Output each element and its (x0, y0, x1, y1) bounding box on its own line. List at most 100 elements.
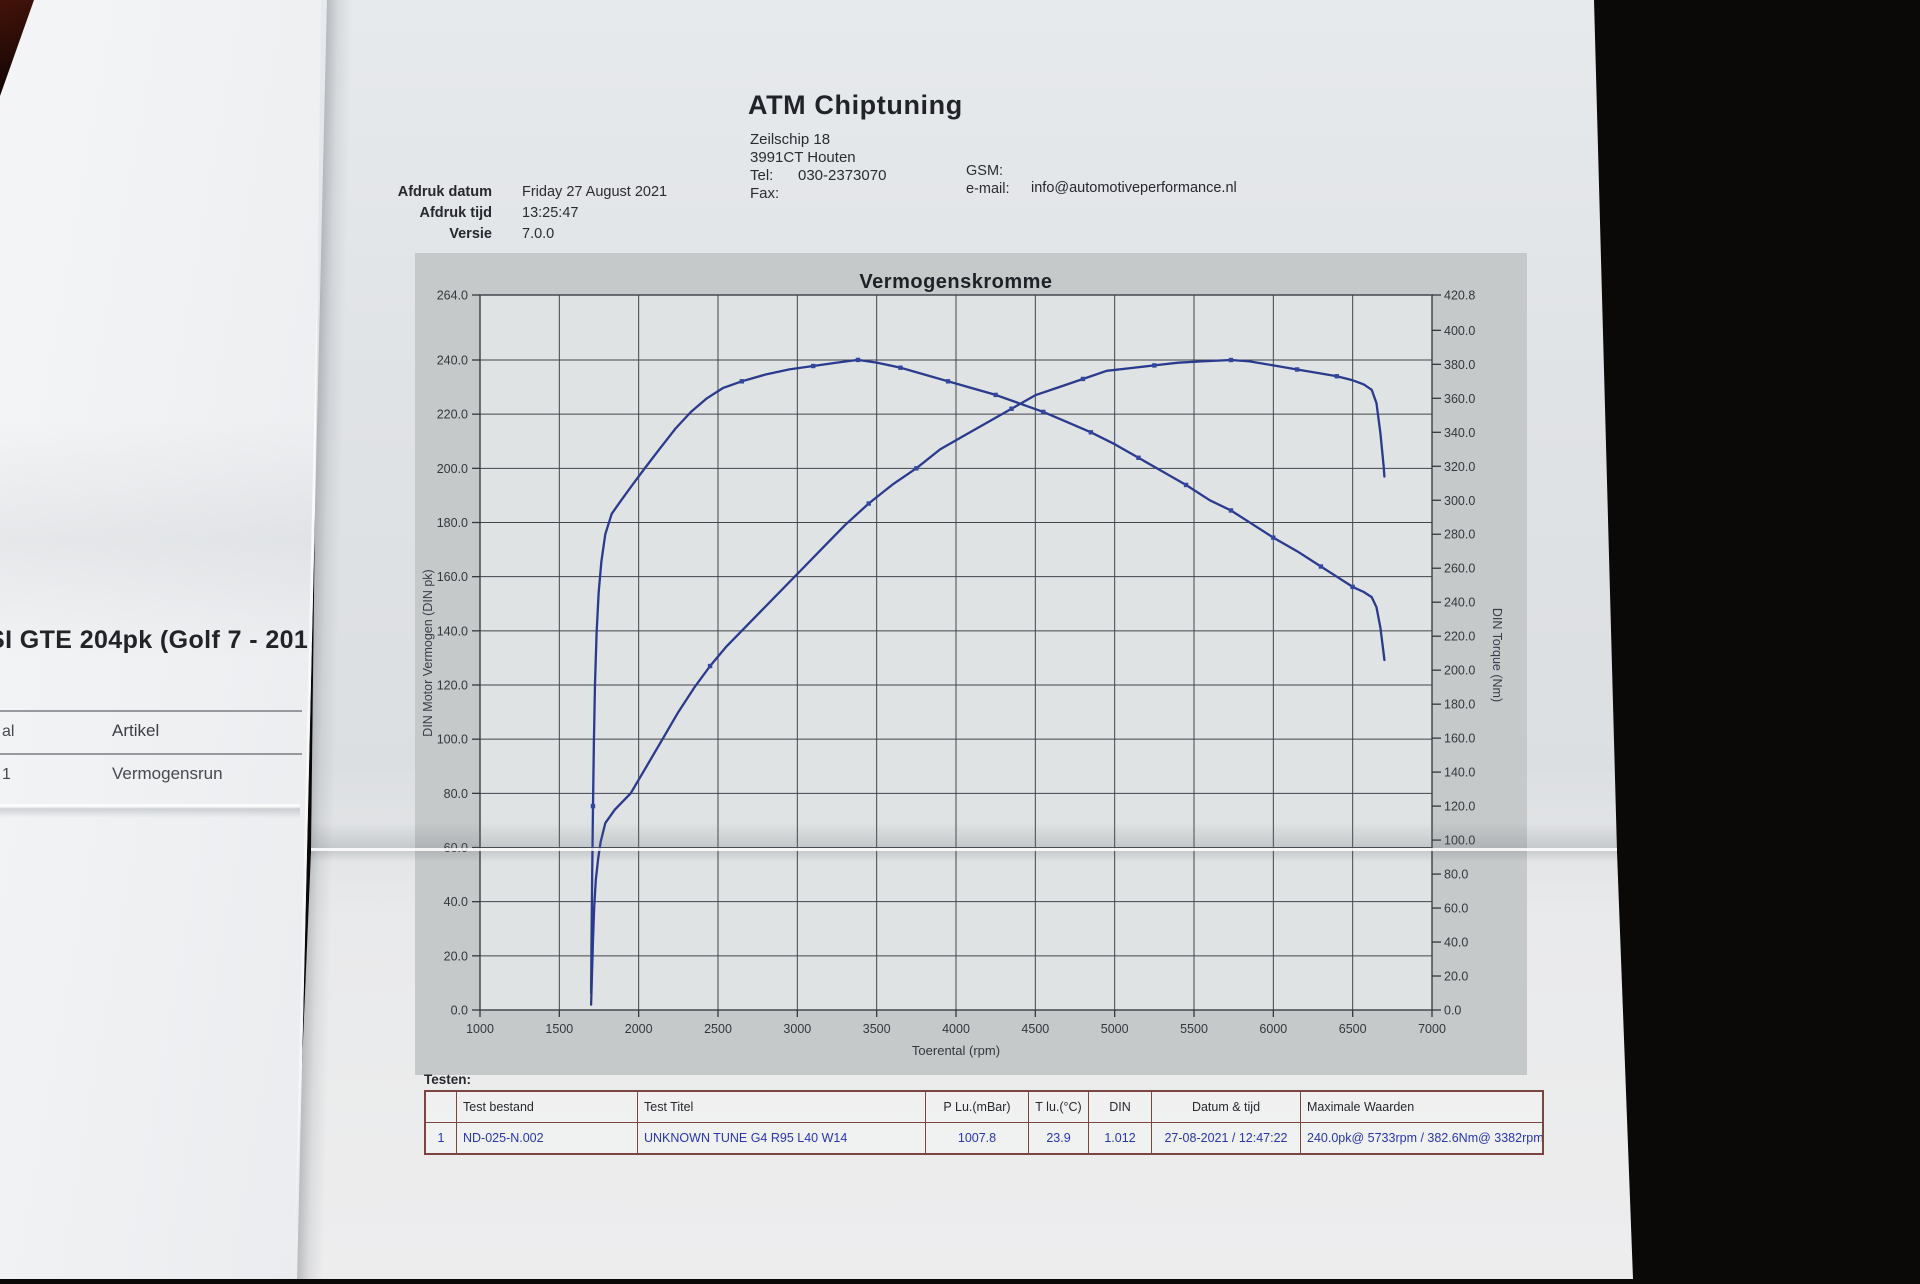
torque-curve-marker (1041, 409, 1046, 415)
x-axis-tick-label: 7000 (1418, 1022, 1446, 1036)
x-axis-tick-label: 6000 (1259, 1022, 1287, 1036)
vehicle-title: SI GTE 204pk (Golf 7 - 2012 (0, 626, 318, 654)
gsm-label: GSM: (966, 163, 1004, 179)
left-axis-title: DIN Motor Vermogen (DIN pk) (421, 569, 435, 736)
x-axis-tick-label: 5000 (1101, 1022, 1129, 1036)
left-axis-tick-label: 40.0 (444, 895, 468, 909)
table-rule-top (0, 710, 302, 712)
artikel-value: Vermogensrun (112, 764, 223, 783)
fax-label: Fax: (750, 185, 780, 202)
torque-curve-marker (855, 357, 861, 363)
x-axis-tick-label: 1000 (466, 1022, 494, 1036)
tests-header-cell (424, 1090, 457, 1123)
fold-crease-shadow (293, 822, 1633, 848)
power-curve-marker (1080, 376, 1086, 382)
right-axis-tick-label: 300.0 (1444, 494, 1475, 508)
company-address-line2: 3991CT Houten (750, 149, 856, 166)
x-axis-tick-label: 2500 (704, 1022, 732, 1036)
left-axis-tick-label: 140.0 (437, 624, 468, 638)
right-axis-tick-label: 360.0 (1444, 392, 1475, 406)
left-axis-tick-label: 100.0 (437, 733, 468, 747)
right-axis-tick-label: 340.0 (1444, 426, 1475, 440)
tests-header-cell: P Lu.(mBar) (925, 1090, 1029, 1123)
tests-data-cell: 1.012 (1088, 1122, 1152, 1155)
tests-header-cell: DIN (1088, 1090, 1152, 1123)
tests-header-cell: Maximale Waarden (1300, 1090, 1544, 1123)
left-axis-tick-label: 200.0 (437, 462, 468, 476)
right-axis-tick-label: 0.0 (1444, 1004, 1461, 1018)
company-address-line1: Zeilschip 18 (750, 131, 831, 148)
right-axis-tick-label: 40.0 (1444, 936, 1468, 950)
x-axis-tick-label: 3500 (863, 1022, 891, 1036)
tests-header-cell: Test Titel (637, 1090, 926, 1123)
right-axis-tick-label: 380.0 (1444, 358, 1475, 372)
torque-curve-marker (739, 379, 744, 384)
torque-curve-marker (1136, 455, 1141, 460)
company-phone: Tel: 030-2373070 (750, 167, 886, 184)
torque-curve-marker (1183, 482, 1189, 488)
torque-curve-marker (1088, 430, 1094, 435)
right-axis-tick-label: 200.0 (1444, 664, 1475, 678)
torque-curve-marker (898, 365, 903, 370)
x-axis-tick-label: 3000 (783, 1022, 811, 1036)
power-curve-marker (1334, 374, 1339, 379)
tel-value: 030-2373070 (798, 167, 887, 184)
company-name: ATM Chiptuning (748, 90, 963, 120)
power-curve-marker (1009, 406, 1014, 411)
torque-curve-marker (590, 803, 596, 809)
right-axis-tick-label: 160.0 (1444, 732, 1475, 746)
left-paper-shading (0, 420, 327, 660)
tests-data-cell: 27-08-2021 / 12:47:22 (1151, 1122, 1301, 1155)
right-axis-tick-label: 180.0 (1444, 698, 1475, 712)
tel-label: Tel: (750, 167, 774, 184)
fold-crease-line (293, 848, 1633, 851)
x-axis-tick-label: 4500 (1021, 1022, 1049, 1036)
power-curve (589, 358, 1386, 1006)
tests-data-row: 1 ND-025-N.002 UNKNOWN TUNE G4 R95 L40 W14… (424, 1122, 1544, 1155)
left-axis-tick-label: 264.0 (437, 289, 468, 303)
right-axis-tick-label: 80.0 (1444, 868, 1468, 882)
x-axis-tick-label: 6500 (1339, 1022, 1367, 1036)
table-rule-bottom (0, 753, 302, 755)
torque-curve-marker (1318, 564, 1324, 569)
left-axis-tick-label: 80.0 (444, 787, 468, 801)
right-axis-tick-label: 280.0 (1444, 528, 1475, 542)
x-axis-tick-label: 2000 (625, 1022, 653, 1036)
left-axis-tick-label: 120.0 (437, 679, 468, 693)
x-axis-tick-label: 5500 (1180, 1022, 1208, 1036)
right-axis-tick-label: 220.0 (1444, 630, 1475, 644)
torque-curve-marker (945, 379, 951, 384)
left-axis-tick-label: 240.0 (437, 354, 468, 368)
right-axis-tick-label: 420.8 (1444, 289, 1475, 303)
version-label: Versie (449, 226, 492, 242)
x-axis-tick-label: 4000 (942, 1022, 970, 1036)
right-axis-tick-label: 140.0 (1444, 766, 1475, 780)
column-header-artikel: Artikel (112, 721, 160, 740)
testen-label: Testen: (424, 1072, 472, 1087)
right-axis-tick-label: 60.0 (1444, 902, 1468, 916)
power-curve-marker (707, 663, 713, 669)
tests-data-cell: 23.9 (1028, 1122, 1089, 1155)
left-axis-tick-label: 20.0 (444, 949, 468, 963)
left-paper-fold (0, 804, 300, 818)
power-curve-marker (914, 466, 919, 471)
right-axis-tick-label: 20.0 (1444, 970, 1468, 984)
print-time-value: 13:25:47 (522, 205, 579, 221)
power-curve-marker (1228, 357, 1234, 363)
right-axis-tick-label: 260.0 (1444, 562, 1475, 576)
power-curve-marker (1294, 367, 1300, 372)
left-axis-tick-label: 0.0 (451, 1004, 468, 1018)
torque-curve-marker (811, 363, 816, 369)
tests-data-cell: 1007.8 (925, 1122, 1029, 1155)
tests-data-cell: 240.0pk@ 5733rpm / 382.6Nm@ 3382rpm (1300, 1122, 1544, 1155)
torque-curve-marker (1228, 508, 1234, 513)
right-axis-tick-label: 240.0 (1444, 596, 1475, 610)
email-label: e-mail: (966, 181, 1010, 197)
x-axis-tick-label: 1500 (545, 1022, 573, 1036)
tests-data-cell: 1 (424, 1122, 457, 1155)
print-time-label: Afdruk tijd (419, 205, 493, 221)
power-curve-marker (866, 501, 871, 506)
power-torque-chart: 264.0 240.0 220.0 200.0 180.0 160.0 140.0 120.0… (415, 253, 1527, 1075)
chart-title: Vermogenskromme (859, 271, 1052, 293)
